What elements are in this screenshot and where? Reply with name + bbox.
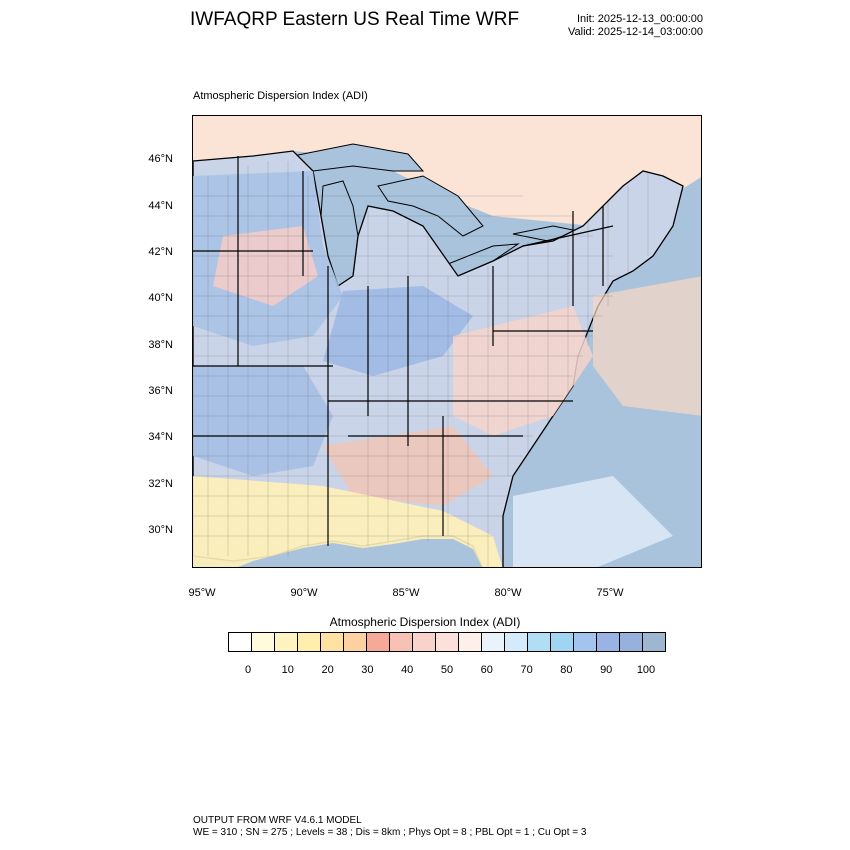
lat-tick: 36°N	[148, 385, 173, 397]
adi-atlantic-light	[513, 476, 673, 567]
footer-line-2: WE = 310 ; SN = 275 ; Levels = 38 ; Dis …	[193, 827, 587, 838]
lon-tick: 90°W	[290, 587, 318, 599]
lat-tick: 46°N	[148, 153, 173, 165]
county-lines	[193, 161, 649, 567]
lon-tick: 85°W	[392, 587, 420, 599]
colorbar-label: 60	[480, 664, 493, 676]
adi-high-ohio-valley	[323, 286, 473, 376]
colorbar-label: 0	[244, 664, 252, 676]
colorbar-title: Atmospheric Dispersion Index (ADI)	[329, 615, 521, 629]
colorbar-label: 30	[361, 664, 374, 676]
colorbar-label: 40	[401, 664, 414, 676]
colorbar-swatch	[505, 633, 528, 651]
lon-tick: 95°W	[188, 587, 216, 599]
gulf-of-mexico	[238, 539, 482, 567]
map-canvas	[193, 116, 701, 567]
lat-tick: 30°N	[148, 524, 173, 536]
colorbar-swatch	[551, 633, 574, 651]
colorbar-swatch	[574, 633, 597, 651]
colorbar-swatch	[252, 633, 275, 651]
colorbar-label: 100	[636, 664, 656, 676]
field-label: Atmospheric Dispersion Index (ADI)	[193, 90, 368, 102]
colorbar-swatch	[436, 633, 459, 651]
lat-tick: 42°N	[148, 246, 173, 258]
colorbar-swatch	[413, 633, 436, 651]
colorbar-label: 10	[281, 664, 294, 676]
colorbar-swatch	[597, 633, 620, 651]
lat-tick: 32°N	[148, 478, 173, 490]
valid-time: Valid: 2025-12-14_03:00:00	[568, 26, 703, 38]
adi-atlantic-warm	[593, 276, 701, 416]
colorbar-label: 50	[440, 664, 454, 676]
colorbar-swatch	[367, 633, 390, 651]
lake-superior	[291, 143, 425, 172]
colorbar-label: 20	[321, 664, 334, 676]
lat-tick: 38°N	[148, 339, 173, 351]
colorbar-swatch	[390, 633, 413, 651]
colorbar-swatch	[528, 633, 551, 651]
colorbar-label: 90	[600, 664, 613, 676]
colorbar-swatch	[459, 633, 482, 651]
canada-land	[193, 116, 701, 226]
colorbar-swatch	[229, 633, 252, 651]
colorbar-swatch	[275, 633, 298, 651]
adi-mid-iowa	[213, 226, 318, 306]
colorbar-label: 80	[560, 664, 573, 676]
colorbar-swatch	[620, 633, 643, 651]
colorbar-swatch	[321, 633, 344, 651]
lat-tick: 34°N	[148, 431, 173, 443]
lat-tick: 44°N	[148, 200, 173, 212]
colorbar-swatch	[643, 633, 665, 651]
model-footer: OUTPUT FROM WRF V4.6.1 MODEL WE = 310 ; …	[193, 815, 586, 839]
footer-line-1: OUTPUT FROM WRF V4.6.1 MODEL	[193, 815, 362, 826]
lon-tick: 75°W	[596, 587, 624, 599]
lat-tick: 40°N	[148, 292, 173, 304]
plot-title: IWFAQRP Eastern US Real Time WRF	[190, 9, 520, 30]
adi-map	[192, 115, 702, 568]
colorbar-swatch	[298, 633, 321, 651]
colorbar-label: 70	[520, 664, 533, 676]
colorbar-swatch	[482, 633, 505, 651]
state-lines	[193, 156, 614, 546]
adi-high-south-central	[193, 366, 333, 476]
run-info: Init: 2025-12-13_00:00:00 Valid: 2025-12…	[568, 13, 703, 39]
lon-tick: 80°W	[494, 587, 522, 599]
init-time: Init: 2025-12-13_00:00:00	[577, 13, 703, 25]
colorbar	[228, 632, 666, 652]
colorbar-swatch	[344, 633, 367, 651]
